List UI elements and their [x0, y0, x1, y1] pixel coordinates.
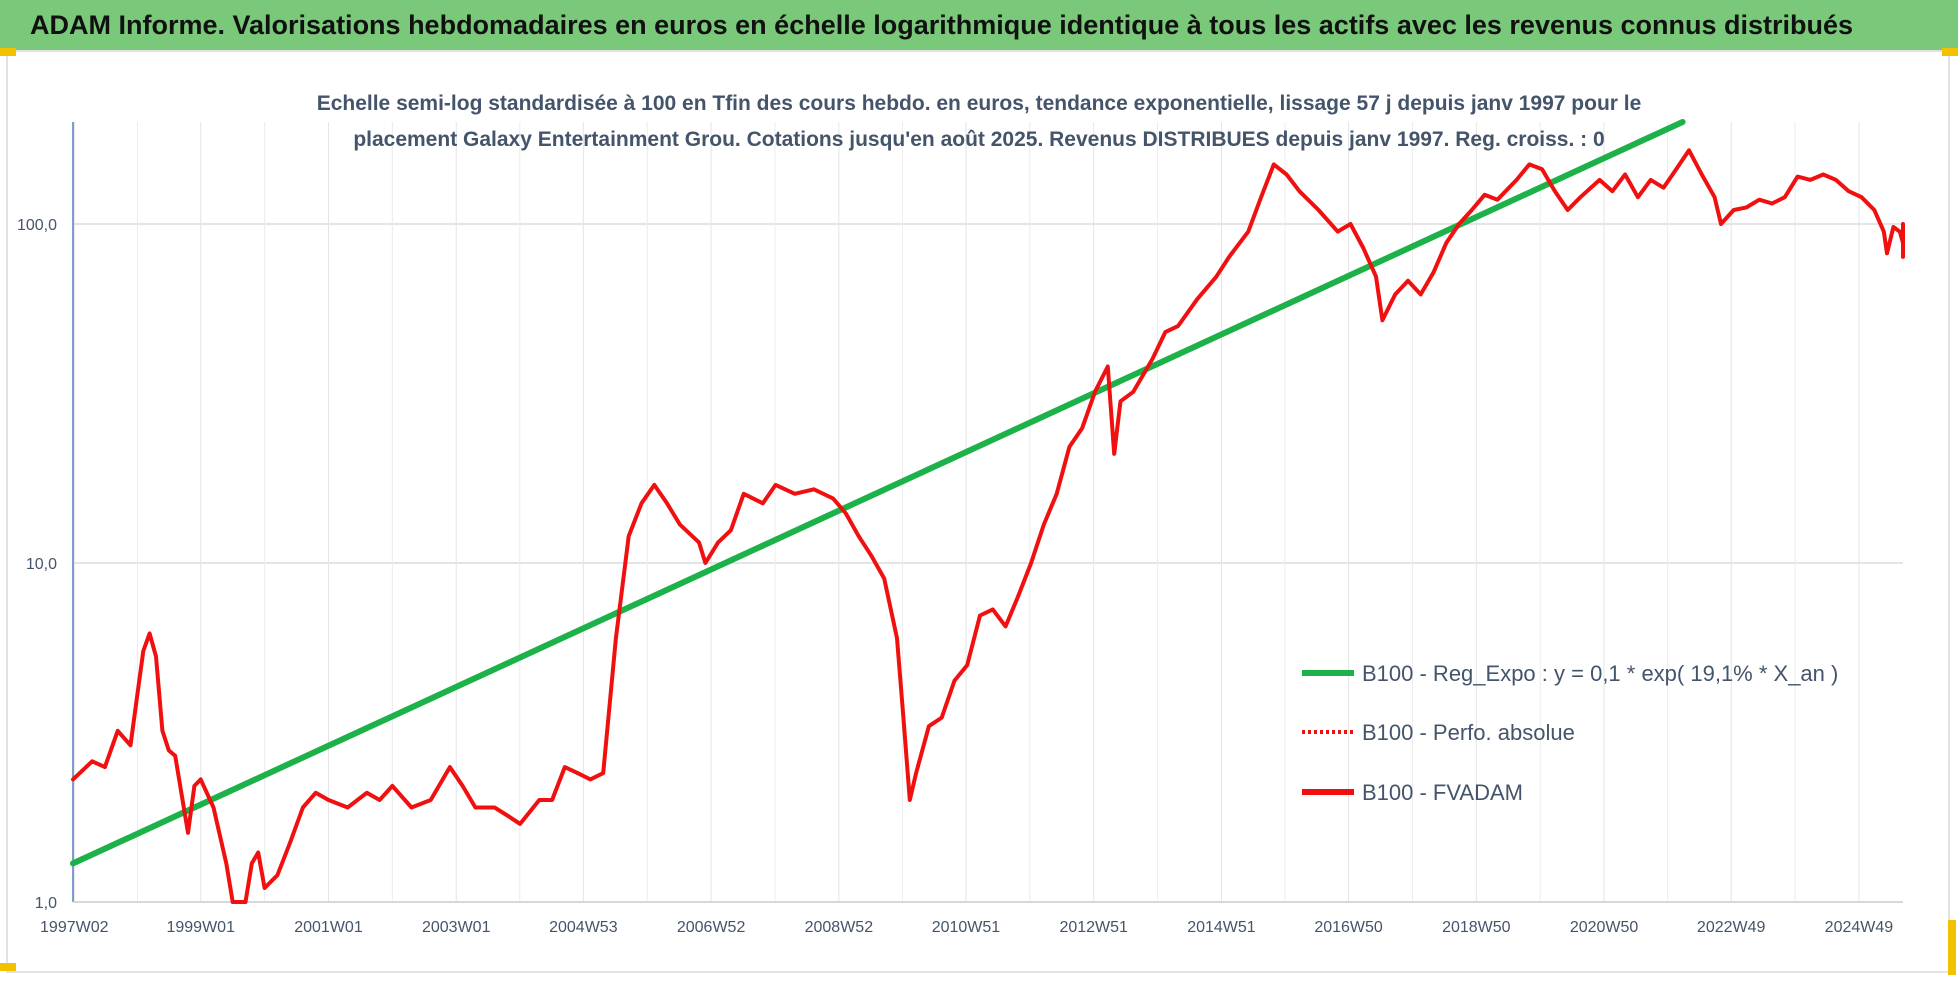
- chart-subtitle-line-1: Echelle semi-log standardisée à 100 en T…: [317, 92, 1642, 115]
- legend-label-fvadam: B100 - FVADAM: [1362, 780, 1523, 805]
- x-tick-label: 1999W01: [166, 919, 235, 936]
- x-tick-label: 2018W50: [1442, 919, 1511, 936]
- legend-label-absolute: B100 - Perfo. absolue: [1362, 720, 1575, 745]
- x-tick-label: 2008W52: [805, 919, 874, 936]
- y-tick-label: 10,0: [26, 556, 57, 573]
- corner-marker-top-left: [0, 48, 16, 56]
- x-tick-label: 2014W51: [1187, 919, 1256, 936]
- y-tick-label: 1,0: [35, 895, 57, 912]
- x-tick-label: 2020W50: [1570, 919, 1639, 936]
- x-tick-label: 2003W01: [422, 919, 491, 936]
- chart-subtitle-line-2: placement Galaxy Entertainment Grou. Cot…: [353, 128, 1604, 151]
- series-line-2: [71, 148, 1905, 904]
- y-tick-labels: 1,0 10,0 100,0: [17, 217, 57, 912]
- grid: [73, 122, 1903, 903]
- series: [70, 119, 1905, 904]
- x-tick-label: 2006W52: [677, 919, 746, 936]
- x-tick-label: 2010W51: [932, 919, 1001, 936]
- x-tick-label: 2001W01: [294, 919, 363, 936]
- series-line-0: [70, 119, 1686, 867]
- legend: B100 - Reg_Expo : y = 0,1 * exp( 19,1% *…: [1302, 661, 1838, 805]
- y-tick-label: 100,0: [17, 217, 57, 234]
- corner-marker-top-right: [1942, 48, 1958, 56]
- x-tick-labels: 1997W02 1999W01 2001W01 2003W01 2004W53 2006W…: [40, 919, 1893, 936]
- corner-marker-bottom-left: [0, 963, 16, 971]
- x-tick-label: 2016W50: [1314, 919, 1383, 936]
- report-title: ADAM Informe. Valorisations hebdomadaire…: [30, 10, 1854, 40]
- corner-marker-bottom-right: [1948, 920, 1956, 975]
- x-tick-label: 2022W49: [1697, 919, 1766, 936]
- report-title-banner: ADAM Informe. Valorisations hebdomadaire…: [0, 0, 1958, 50]
- x-tick-label: 2024W49: [1825, 919, 1894, 936]
- x-tick-label: 2004W53: [549, 919, 618, 936]
- x-tick-label: 2012W51: [1059, 919, 1128, 936]
- x-tick-label: 1997W02: [40, 919, 109, 936]
- legend-label-trend: B100 - Reg_Expo : y = 0,1 * exp( 19,1% *…: [1362, 661, 1838, 686]
- chart-frame: [6, 50, 1950, 973]
